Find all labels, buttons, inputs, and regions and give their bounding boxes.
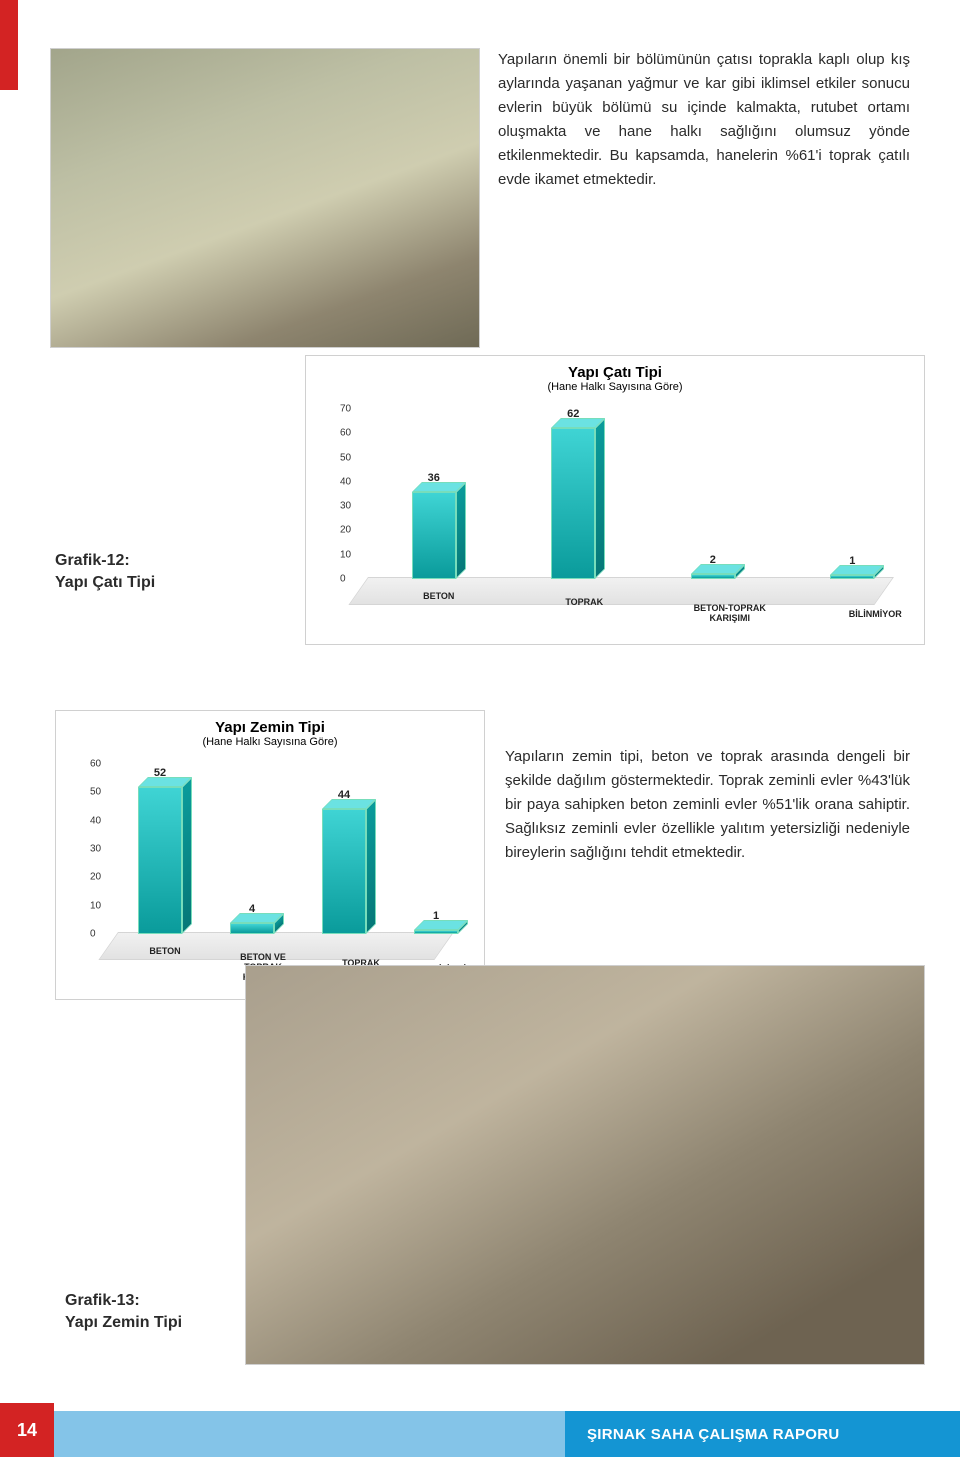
y-tick-label: 0 bbox=[340, 574, 346, 585]
y-tick-label: 50 bbox=[90, 787, 101, 798]
bar bbox=[691, 574, 735, 579]
photo-floor bbox=[245, 965, 925, 1365]
y-tick-label: 0 bbox=[90, 929, 96, 940]
bar-value-label: 2 bbox=[683, 554, 743, 566]
bar-category-label: TOPRAK bbox=[547, 597, 621, 607]
bar bbox=[230, 923, 274, 934]
y-tick-label: 10 bbox=[340, 549, 351, 560]
page-accent-tab bbox=[0, 0, 18, 90]
bar-value-label: 1 bbox=[822, 555, 882, 567]
chart2-title: Yapı Zemin Tipi bbox=[68, 719, 472, 736]
y-tick-label: 30 bbox=[90, 844, 101, 855]
y-tick-label: 10 bbox=[90, 900, 101, 911]
bar bbox=[322, 809, 366, 934]
bar-category-label: BİLİNMİYOR bbox=[838, 609, 912, 619]
y-tick-label: 20 bbox=[90, 872, 101, 883]
chart-yapi-zemin-tipi: Yapı Zemin Tipi (Hane Halkı Sayısına Gör… bbox=[55, 710, 485, 1000]
bar bbox=[138, 787, 182, 934]
grafik12-line2: Yapı Çatı Tipi bbox=[55, 574, 155, 591]
footer-bar: ŞIRNAK SAHA ÇALIŞMA RAPORU bbox=[0, 1411, 960, 1457]
bar-category-label: BETON bbox=[128, 946, 202, 956]
bar bbox=[551, 428, 595, 579]
y-tick-label: 20 bbox=[340, 525, 351, 536]
grafik12-label: Grafik-12: Yapı Çatı Tipi bbox=[55, 550, 155, 593]
y-tick-label: 40 bbox=[340, 476, 351, 487]
paragraph-1: Yapıların önemli bir bölümünün çatısı to… bbox=[498, 48, 910, 348]
bar bbox=[414, 930, 458, 934]
y-tick-label: 50 bbox=[340, 452, 351, 463]
y-tick-label: 40 bbox=[90, 815, 101, 826]
footer-title: ŞIRNAK SAHA ÇALIŞMA RAPORU bbox=[565, 1411, 960, 1457]
chart-yapi-cati-tipi: Yapı Çatı Tipi (Hane Halkı Sayısına Göre… bbox=[305, 355, 925, 645]
bar-value-label: 1 bbox=[406, 910, 466, 922]
chart1-plot-area: 0 10 20 30 40 50 60 70 36 BETON 62 TOPRAK 2 BETON-TOP… bbox=[318, 399, 912, 629]
grafik13-label: Grafik-13: Yapı Zemin Tipi bbox=[65, 1290, 182, 1333]
y-tick-label: 60 bbox=[340, 428, 351, 439]
chart2-plot-area: 010203040506052BETON4BETON VE TOPRAK KAR… bbox=[68, 754, 472, 984]
bar-category-label: BETON bbox=[402, 591, 476, 601]
bar bbox=[830, 575, 874, 579]
y-tick-label: 70 bbox=[340, 404, 351, 415]
grafik13-line1: Grafik-13: bbox=[65, 1292, 140, 1309]
page: Yapıların önemli bir bölümünün çatısı to… bbox=[0, 0, 960, 1457]
bar-value-label: 62 bbox=[543, 408, 603, 420]
photo-roof bbox=[50, 48, 480, 348]
bar-category-label: BETON-TOPRAK KARIŞIMI bbox=[693, 603, 767, 623]
grafik12-line1: Grafik-12: bbox=[55, 552, 130, 569]
bar bbox=[412, 492, 456, 579]
page-number: 14 bbox=[0, 1403, 54, 1457]
bar-value-label: 36 bbox=[404, 472, 464, 484]
grafik13-line2: Yapı Zemin Tipi bbox=[65, 1314, 182, 1331]
bar-value-label: 44 bbox=[314, 789, 374, 801]
y-tick-label: 30 bbox=[340, 501, 351, 512]
bar-value-label: 52 bbox=[130, 767, 190, 779]
chart1-title: Yapı Çatı Tipi bbox=[318, 364, 912, 381]
bar-value-label: 4 bbox=[222, 903, 282, 915]
top-section: Yapıların önemli bir bölümünün çatısı to… bbox=[50, 48, 910, 348]
chart2-subtitle: (Hane Halkı Sayısına Göre) bbox=[68, 736, 472, 748]
chart1-subtitle: (Hane Halkı Sayısına Göre) bbox=[318, 381, 912, 393]
y-tick-label: 60 bbox=[90, 759, 101, 770]
paragraph-2: Yapıların zemin tipi, beton ve toprak ar… bbox=[505, 745, 910, 865]
